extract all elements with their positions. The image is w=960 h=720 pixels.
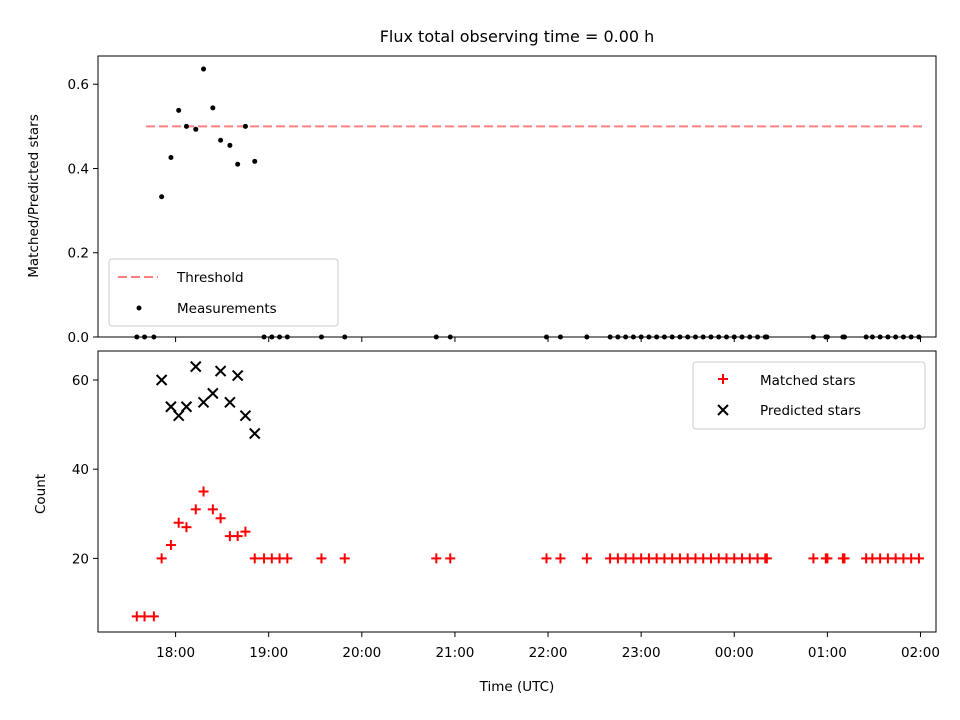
bottom-y-tick-label: 20 <box>72 551 89 567</box>
matched-legend-label: Matched stars <box>760 373 856 389</box>
matched-star-point <box>282 553 293 564</box>
predicted-legend-marker <box>717 404 729 416</box>
top-y-axis-label: Matched/Predicted stars <box>26 114 42 277</box>
matched-star-point <box>431 553 442 564</box>
top-axes-frame <box>97 55 937 338</box>
matched-star-point <box>181 522 192 533</box>
bottom-legend-box <box>692 361 926 430</box>
bottom-panel: Count Time (UTC) 20 40 60 18:00 19:00 20:00 2… <box>33 350 940 695</box>
matched-star-point <box>198 486 209 497</box>
predicted-star-point <box>231 369 244 382</box>
bottom-y-tick-label: 60 <box>72 373 89 389</box>
predicted-star-point <box>214 365 227 377</box>
matched-star-point <box>839 553 850 564</box>
predicted-star-point <box>165 401 177 413</box>
chart-title: Flux total observing time = 0.00 h <box>380 27 655 46</box>
top-y-tick-label: 0.4 <box>68 161 89 177</box>
x-tick-label: 20:00 <box>342 645 381 661</box>
top-y-tick-label: 0.0 <box>68 330 89 346</box>
matched-star-point <box>808 553 819 564</box>
bottom-legend: Matched stars Predicted stars <box>692 361 926 430</box>
matched-star-point <box>555 553 566 564</box>
top-y-tick-label: 0.6 <box>68 77 89 93</box>
predicted-star-point <box>224 396 236 409</box>
measurement-point <box>227 142 233 148</box>
matched-star-point <box>215 513 226 524</box>
matched-star-point <box>541 553 552 564</box>
measurement-point <box>210 105 216 111</box>
measurement-point <box>242 123 248 129</box>
x-tick-label: 18:00 <box>156 645 195 661</box>
matched-star-point <box>316 553 327 564</box>
measurement-point <box>193 126 199 132</box>
predicted-star-point <box>239 409 252 422</box>
measurements-legend-marker <box>136 305 142 311</box>
predicted-star-point <box>172 409 185 422</box>
x-tick-label: 19:00 <box>249 645 288 661</box>
top-legend: Threshold Measurements <box>108 258 339 327</box>
matched-star-point <box>173 517 184 528</box>
top-y-tick-label: 0.2 <box>68 246 89 262</box>
matched-star-point <box>913 553 924 564</box>
matched-star-point <box>249 553 260 564</box>
measurement-point <box>183 123 189 129</box>
matched-star-point <box>445 553 456 564</box>
bottom-plot-area <box>131 360 924 622</box>
bottom-axes-frame <box>97 350 937 633</box>
matched-star-point <box>190 504 201 515</box>
matched-star-point <box>156 553 167 564</box>
matched-star-point <box>240 526 251 537</box>
top-y-ticks: 0.0 0.2 0.4 0.6 <box>68 77 98 346</box>
x-axis-label: Time (UTC) <box>479 679 555 695</box>
measurement-point <box>168 155 174 161</box>
matched-legend-symbol <box>718 374 728 384</box>
predicted-star-point <box>180 401 193 413</box>
x-tick-label: 02:00 <box>901 645 940 661</box>
x-tick-label: 22:00 <box>529 645 568 661</box>
measurement-point <box>218 137 224 143</box>
top-legend-box <box>108 258 339 327</box>
x-tick-label: 21:00 <box>435 645 474 661</box>
matched-star-point <box>581 553 592 564</box>
bottom-x-ticks: 18:00 19:00 20:00 21:00 22:00 23:00 00:00 01:00… <box>156 632 940 661</box>
matched-star-point <box>339 553 350 564</box>
top-x-ticks <box>175 337 921 342</box>
x-tick-label: 23:00 <box>622 645 661 661</box>
bottom-y-axis-label: Count <box>33 474 49 514</box>
matched-star-point <box>207 504 218 515</box>
matched-star-point <box>139 611 150 622</box>
predicted-star-point <box>190 360 202 373</box>
matched-star-point <box>232 531 243 542</box>
measurement-point <box>252 158 258 164</box>
predicted-star-point <box>155 374 168 386</box>
threshold-legend-label: Threshold <box>176 270 244 286</box>
measurement-point <box>235 161 241 167</box>
top-panel: Matched/Predicted stars 0.0 0.2 0.4 0.6 Thr… <box>26 55 937 346</box>
predicted-legend-symbol <box>717 404 729 416</box>
predicted-star-point <box>197 396 210 409</box>
matched-star-point <box>822 553 833 564</box>
x-tick-label: 00:00 <box>715 645 754 661</box>
matched-star-point <box>165 540 176 551</box>
matched-legend-marker <box>718 374 728 384</box>
predicted-star-point <box>249 427 261 440</box>
predicted-star-point <box>207 387 219 400</box>
measurement-point <box>176 107 182 113</box>
measurements-legend-label: Measurements <box>177 301 277 317</box>
bottom-y-ticks: 20 40 60 <box>72 373 98 567</box>
bottom-y-tick-label: 40 <box>72 462 89 478</box>
matched-star-point <box>148 611 159 622</box>
measurement-point <box>201 66 207 72</box>
x-tick-label: 01:00 <box>808 645 847 661</box>
measurement-point <box>159 194 165 200</box>
predicted-legend-label: Predicted stars <box>760 403 861 419</box>
matched-star-point <box>761 553 772 564</box>
